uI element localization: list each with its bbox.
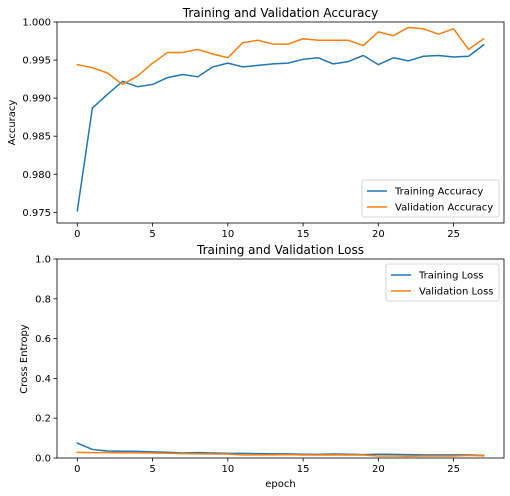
accuracy-legend-label: Validation Accuracy bbox=[395, 203, 493, 214]
accuracy-series-validation-accuracy bbox=[76, 26, 485, 86]
loss-x-tick-label: 5 bbox=[149, 464, 155, 475]
loss-y-tick-label: 0.6 bbox=[35, 334, 51, 345]
accuracy-chart: Training and Validation Accuracy Accurac… bbox=[7, 6, 505, 240]
accuracy-y-tick-label: 0.995 bbox=[22, 56, 51, 67]
loss-x-tick-label: 10 bbox=[221, 464, 234, 475]
loss-x-axis-label: epoch bbox=[265, 479, 295, 490]
loss-y-tick-label: 0.0 bbox=[35, 454, 51, 465]
accuracy-x-tick-label: 10 bbox=[221, 229, 234, 240]
accuracy-y-tick-label: 0.980 bbox=[22, 170, 51, 181]
accuracy-y-tick-label: 0.990 bbox=[22, 94, 51, 105]
accuracy-x-tick-label: 5 bbox=[149, 229, 155, 240]
loss-y-tick-label: 0.2 bbox=[35, 414, 51, 425]
loss-x-tick-label: 0 bbox=[74, 464, 80, 475]
loss-series-validation-loss bbox=[76, 451, 485, 457]
loss-axes-frame bbox=[56, 258, 505, 459]
accuracy-legend-box bbox=[361, 179, 500, 218]
loss-y-tick-label: 0.8 bbox=[35, 294, 51, 305]
accuracy-x-tick-label: 20 bbox=[372, 229, 385, 240]
loss-series-training-loss bbox=[76, 442, 485, 457]
accuracy-x-tick-label: 0 bbox=[74, 229, 80, 240]
accuracy-y-axis-label: Accuracy bbox=[7, 100, 18, 146]
accuracy-y-tick-label: 0.975 bbox=[22, 208, 51, 219]
loss-chart-title: Training and Validation Loss bbox=[196, 243, 364, 257]
accuracy-axes-frame bbox=[56, 21, 505, 224]
loss-chart: Training and Validation Loss Cross Entro… bbox=[19, 243, 505, 490]
loss-y-tick-label: 1.0 bbox=[35, 255, 51, 266]
accuracy-y-tick-label: 0.985 bbox=[22, 132, 51, 143]
loss-x-tick-label: 20 bbox=[372, 464, 385, 475]
accuracy-legend: Training Accuracy Validation Accuracy bbox=[361, 179, 500, 218]
loss-legend-label: Validation Loss bbox=[419, 287, 494, 298]
accuracy-legend-label: Training Accuracy bbox=[394, 187, 483, 198]
accuracy-x-tick-label: 25 bbox=[447, 229, 460, 240]
loss-y-axis-label: Cross Entropy bbox=[19, 324, 30, 394]
loss-plot-area: 0 5 10 15 20 25 0.0 0.2 0.4 0.6 0.8 1.0 Training Los… bbox=[35, 255, 500, 475]
loss-legend-box bbox=[385, 263, 500, 302]
accuracy-y-tick-label: 1.000 bbox=[22, 18, 51, 29]
accuracy-x-tick-label: 15 bbox=[297, 229, 310, 240]
accuracy-chart-title: Training and Validation Accuracy bbox=[182, 6, 378, 20]
loss-legend-label: Training Loss bbox=[418, 271, 484, 282]
accuracy-plot-area: 0 5 10 15 20 25 0.975 0.980 0.985 0.990 0.995 1.000… bbox=[22, 18, 500, 240]
loss-x-tick-label: 15 bbox=[297, 464, 310, 475]
loss-legend: Training Loss Validation Loss bbox=[385, 263, 500, 302]
accuracy-series-training-accuracy bbox=[76, 43, 485, 212]
loss-x-tick-label: 25 bbox=[447, 464, 460, 475]
loss-y-tick-label: 0.4 bbox=[35, 374, 51, 385]
